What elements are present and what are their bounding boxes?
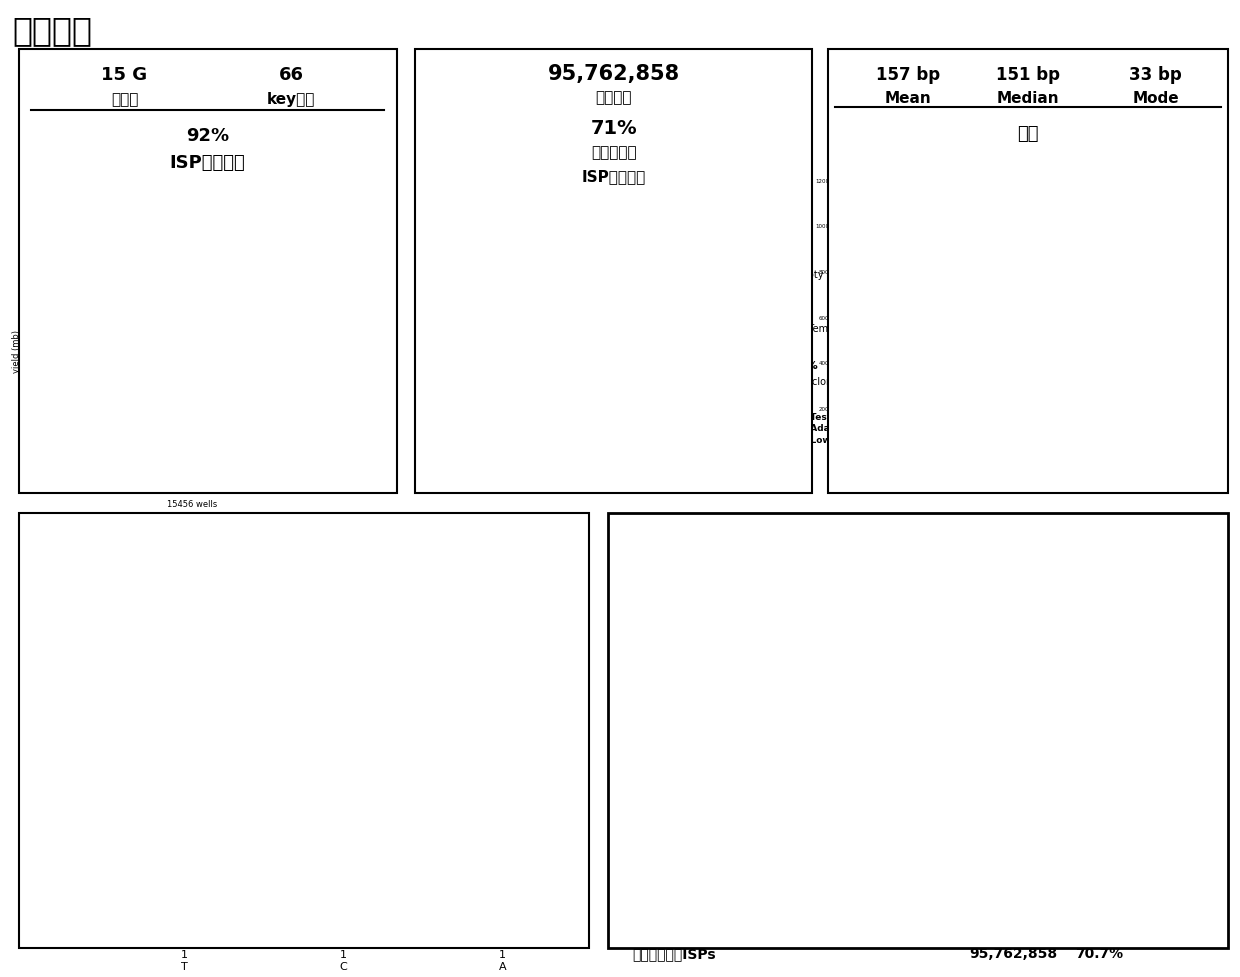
Text: 92%: 92%: [477, 253, 505, 263]
Text: Mode: Mode: [1132, 91, 1179, 106]
Bar: [508, 306, 787, 333]
Text: Mean: Mean: [885, 91, 931, 106]
Text: Loading: Loading: [466, 270, 505, 279]
Text: 00.3%: 00.3%: [1075, 681, 1123, 696]
Text: 95,762,858: 95,762,858: [970, 947, 1058, 961]
Text: 33 bp: 33 bp: [1130, 66, 1182, 84]
Text: 148,155,732: 148,155,732: [966, 537, 1073, 552]
Text: 92%: 92%: [186, 127, 229, 145]
Text: 过滤：低质量: 过滤：低质量: [632, 868, 682, 882]
Text: 总读取量: 总读取量: [595, 90, 632, 105]
Text: 135,449,427: 135,449,427: [966, 763, 1073, 779]
Text: ISP测序小结: ISP测序小结: [582, 169, 646, 184]
X-axis label: Flows: Flows: [300, 932, 346, 946]
Text: 过滤：多克隆: 过滤：多克隆: [632, 828, 682, 842]
Bar: [768, 413, 787, 441]
Y-axis label: Counts: Counts: [32, 696, 47, 750]
Text: Clonal: Clonal: [474, 377, 505, 388]
Text: 0%: 0%: [791, 307, 810, 317]
Text: 文库ISPs: 文库ISPs: [632, 763, 687, 779]
Text: 0% Test Fragments: 0% Test Fragments: [791, 412, 888, 422]
Text: 8,272,968: 8,272,968: [978, 868, 1058, 882]
Text: 445,661: 445,661: [993, 681, 1058, 696]
Text: 有效读取孔数: 有效读取孔数: [632, 537, 687, 552]
Text: 最终引物文库ISPs: 最终引物文库ISPs: [632, 947, 715, 961]
Bar: [508, 360, 720, 387]
Text: 70.7%: 70.7%: [1075, 947, 1123, 961]
Text: 过滤：引物二聚体: 过滤：引物二聚体: [632, 908, 699, 921]
Text: 活性ISPs: 活性ISPs: [632, 642, 682, 656]
Text: 71%: 71%: [590, 119, 637, 138]
Text: 100%: 100%: [470, 307, 505, 317]
Text: 文库: 文库: [632, 721, 649, 735]
Text: 1
A: 1 A: [498, 951, 506, 972]
Text: 135,895,088: 135,895,088: [960, 642, 1058, 656]
Text: ISP点样密度: ISP点样密度: [170, 154, 246, 172]
Text: 93%: 93%: [477, 414, 505, 424]
Text: 33,264,772: 33,264,772: [970, 828, 1058, 842]
Title: Consensus Key 1-Mer - Library Ave. Peak = 66: Consensus Key 1-Mer - Library Ave. Peak …: [161, 526, 485, 538]
Text: 读长: 读长: [1017, 125, 1039, 143]
Bar: [508, 252, 765, 279]
Text: key信号: key信号: [267, 92, 315, 106]
Text: 00.0%: 00.0%: [1075, 908, 1123, 921]
Text: 装载ISPs: 装载ISPs: [632, 602, 682, 616]
Text: 1
T: 1 T: [181, 951, 187, 972]
Text: 24.6%: 24.6%: [1075, 828, 1123, 842]
Text: Polyclonal: Polyclonal: [791, 377, 841, 388]
Text: Median: Median: [997, 91, 1059, 106]
Text: No Template: No Template: [791, 323, 853, 333]
Text: Enrichment: Enrichment: [448, 323, 505, 333]
Text: 0% Adapter Dimer: 0% Adapter Dimer: [791, 424, 884, 434]
Text: 测试片段: 测试片段: [632, 681, 666, 696]
Text: 157 bp: 157 bp: [877, 66, 940, 84]
Bar: [508, 413, 768, 441]
Bar: [765, 252, 787, 279]
Text: 135,941,854: 135,941,854: [960, 602, 1058, 616]
Text: 95,762,858: 95,762,858: [548, 64, 680, 83]
Text: 135,449,427: 135,449,427: [960, 721, 1058, 735]
Text: Final Library: Final Library: [444, 431, 505, 442]
Text: 15 G: 15 G: [102, 66, 148, 84]
Text: 8%: 8%: [791, 253, 811, 263]
Text: 7% Low Quality: 7% Low Quality: [791, 436, 870, 445]
Text: 1
C: 1 C: [340, 951, 347, 972]
Text: 100.0%: 100.0%: [1075, 642, 1133, 656]
Title: Read Length Histogram: Read Length Histogram: [981, 171, 1087, 180]
Bar: [720, 360, 787, 387]
Text: 可用读取量: 可用读取量: [591, 146, 636, 160]
Text: 47,110: 47,110: [1003, 908, 1058, 921]
X-axis label: Read Length: Read Length: [1008, 475, 1060, 484]
Text: 91.8%: 91.8%: [1075, 602, 1123, 616]
Text: 76%: 76%: [477, 361, 505, 370]
Text: 总产出: 总产出: [110, 92, 138, 106]
Text: 99.7%: 99.7%: [1075, 721, 1123, 735]
Title: 2434332-0519-113-IPF_HIO_chip01
Loading Density (Avg = 92%): 2434332-0519-113-IPF_HIO_chip01 Loading …: [125, 204, 259, 224]
Text: 66: 66: [279, 66, 304, 84]
Text: 06.1%: 06.1%: [1075, 868, 1123, 882]
X-axis label: 15456 wells: 15456 wells: [167, 500, 217, 509]
Text: Empty Wells: Empty Wells: [791, 270, 852, 279]
Text: 151 bp: 151 bp: [996, 66, 1060, 84]
Y-axis label: Reads: Reads: [801, 306, 810, 329]
Text: 测序小结: 测序小结: [12, 15, 93, 48]
Y-axis label: yield (mb): yield (mb): [12, 330, 21, 373]
Text: 24%: 24%: [791, 361, 818, 370]
